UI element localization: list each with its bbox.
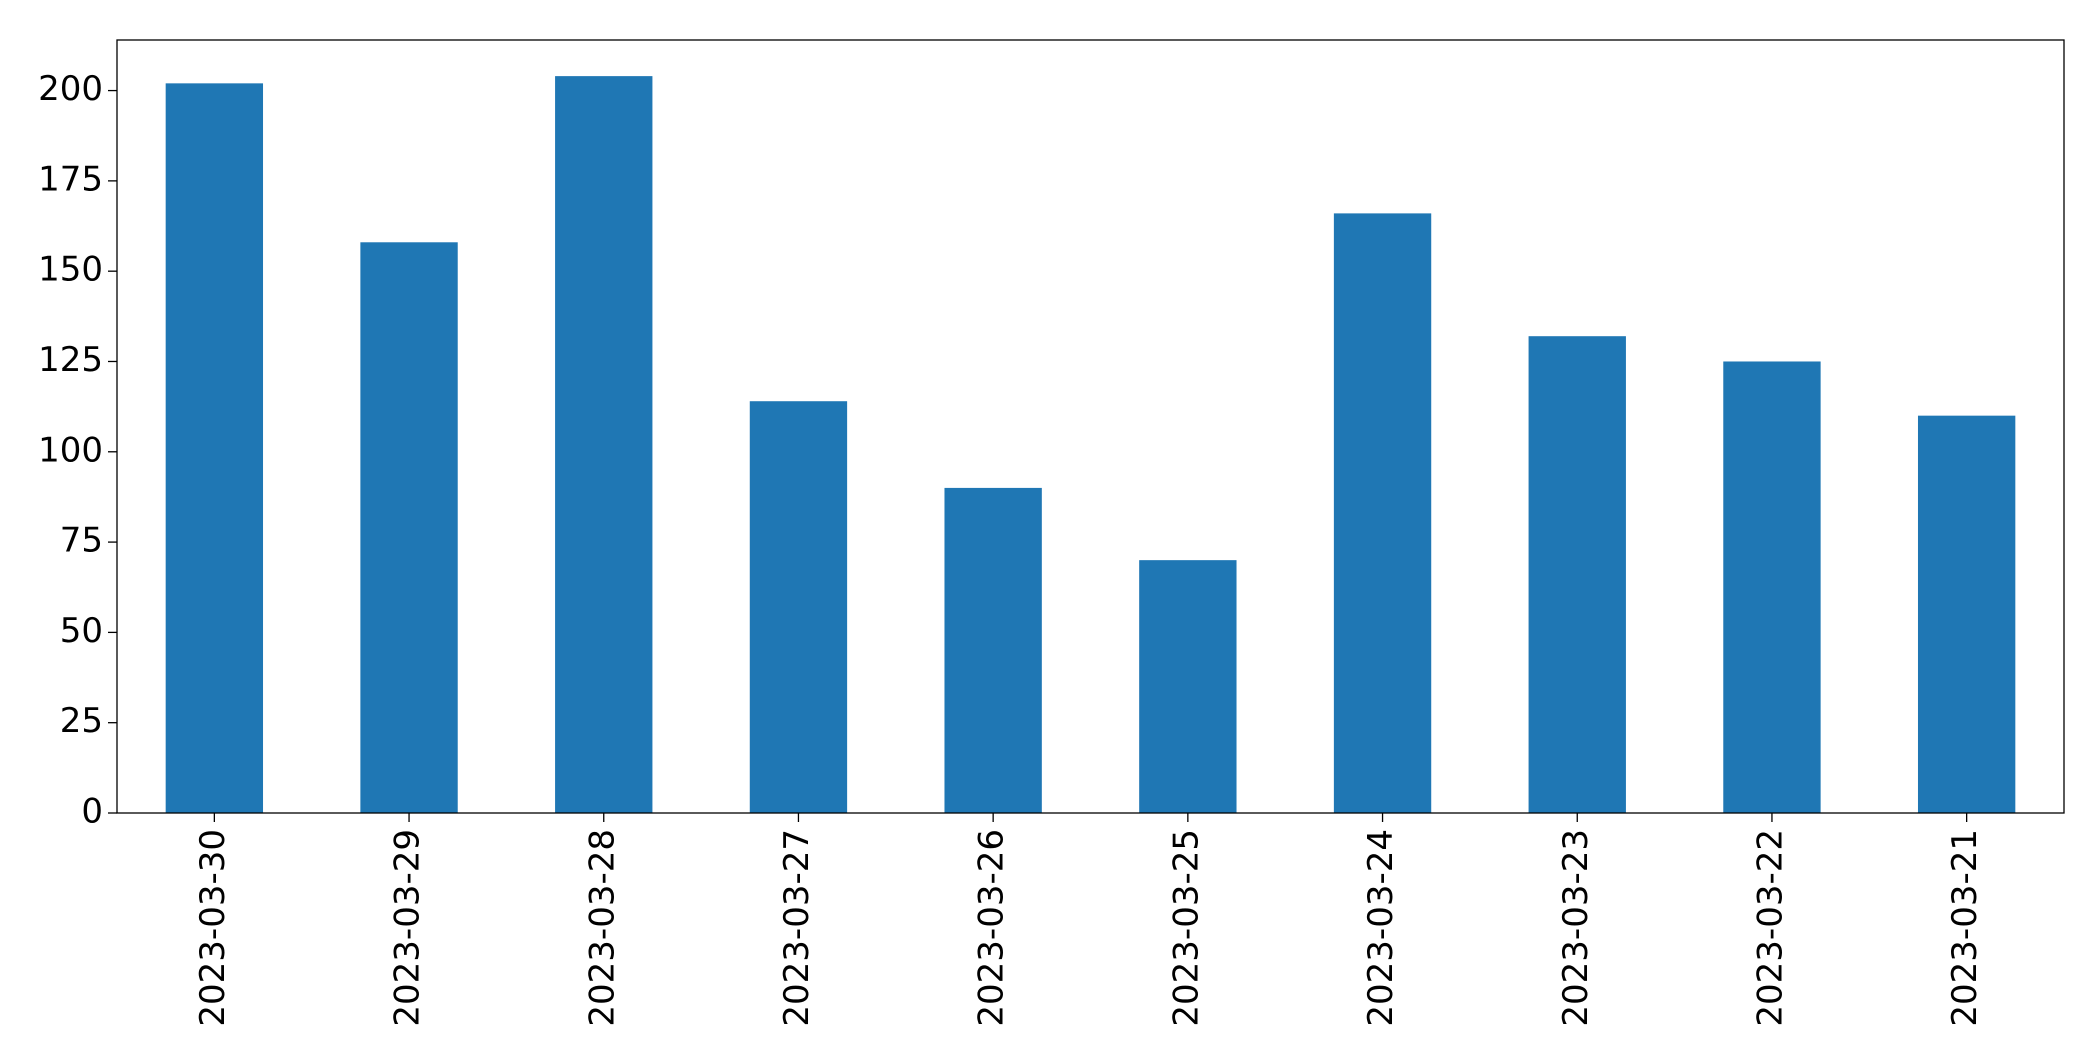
bar — [555, 76, 653, 813]
bar — [165, 83, 264, 813]
x-tick-label: 2023-03-26 — [972, 829, 1012, 1027]
y-tick-label: 0 — [81, 792, 103, 832]
x-tick-label: 2023-03-30 — [193, 829, 233, 1027]
y-tick-label: 150 — [38, 250, 103, 290]
x-tick-label: 2023-03-29 — [388, 829, 428, 1027]
x-tick-label: 2023-03-28 — [582, 829, 622, 1027]
y-tick-label: 125 — [38, 340, 103, 380]
y-tick-label: 50 — [60, 611, 103, 651]
bar — [1723, 361, 1821, 813]
x-tick-label: 2023-03-25 — [1166, 829, 1206, 1027]
bar — [360, 242, 458, 813]
y-tick-label: 100 — [38, 430, 103, 470]
x-tick-label: 2023-03-27 — [777, 829, 817, 1027]
y-tick-label: 175 — [38, 159, 103, 199]
x-tick-label: 2023-03-21 — [1945, 829, 1985, 1027]
bar — [1917, 415, 2016, 813]
plot-frame — [116, 39, 2065, 814]
bar — [1333, 213, 1432, 813]
y-tick-label: 200 — [38, 69, 103, 109]
bar — [1139, 560, 1237, 813]
bar — [944, 487, 1042, 813]
bar — [1528, 336, 1626, 813]
x-tick-label: 2023-03-24 — [1361, 829, 1401, 1027]
bar — [749, 401, 848, 813]
y-tick-label: 25 — [60, 701, 103, 741]
x-tick-label: 2023-03-22 — [1750, 829, 1790, 1027]
x-tick-label: 2023-03-23 — [1556, 829, 1596, 1027]
y-tick-label: 75 — [60, 521, 103, 561]
